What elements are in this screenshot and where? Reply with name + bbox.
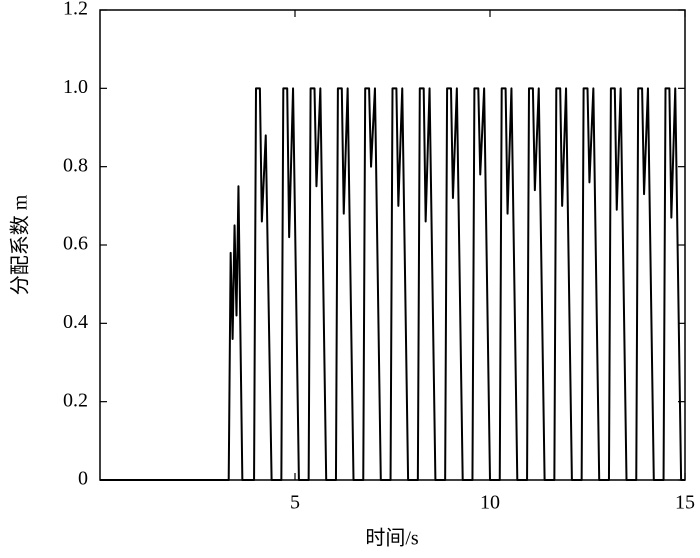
x-axis-label: 时间/s [365,527,419,550]
y-tick-label: 0.8 [63,154,88,176]
x-tick-label: 15 [675,492,695,514]
y-tick-label: 0.4 [63,311,88,333]
y-axis-label: 分配系数 m [9,194,32,295]
x-tick-label: 5 [290,492,300,514]
x-tick-label: 10 [480,492,500,514]
y-tick-label: 0 [78,468,88,490]
y-tick-label: 1.2 [63,0,88,20]
y-tick-label: 0.6 [63,233,88,255]
y-tick-label: 0.2 [63,389,88,411]
y-tick-label: 1.0 [63,76,88,98]
line-series [100,87,685,481]
